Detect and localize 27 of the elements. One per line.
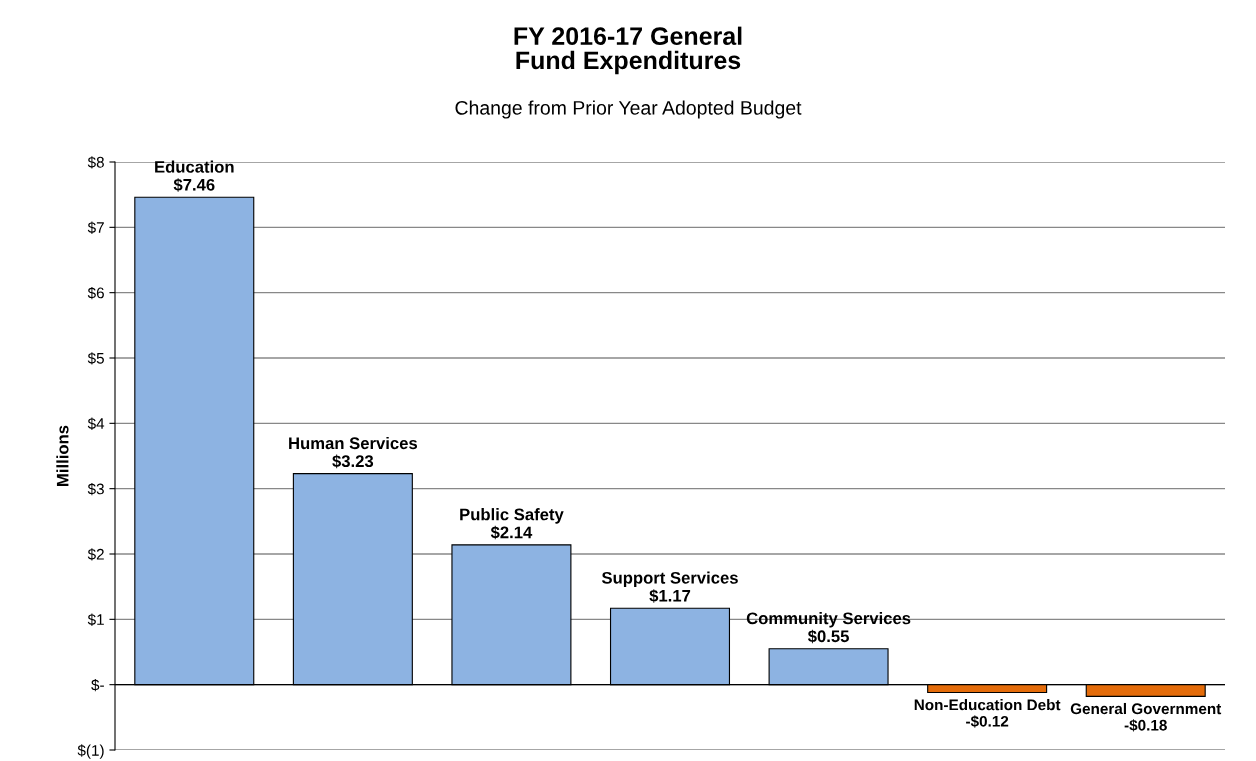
y-tick-label: $4 [87, 417, 105, 430]
data-label: $3.23 [332, 454, 374, 469]
data-label: $1.17 [649, 589, 691, 603]
y-tick-label: $1 [87, 613, 104, 626]
data-label: $7.46 [173, 178, 215, 192]
chart-title: FY 2016-17 General Fund Expenditures [514, 26, 742, 75]
data-label: $2.14 [490, 525, 533, 540]
y-tick-label: $3 [87, 482, 104, 496]
chart-subtitle: Change from Prior Year Adopted Budget [455, 100, 802, 119]
y-tick-label: $2 [87, 548, 104, 561]
x-tick-label: General Government [1070, 702, 1222, 715]
data-label: -$0.18 [1124, 719, 1167, 732]
data-label: -$0.12 [966, 715, 1009, 728]
x-tick-label: Education [155, 160, 234, 173]
data-label: $0.55 [807, 629, 849, 644]
y-tick-label: $8 [87, 156, 104, 169]
y-axis-title: Millions [56, 425, 69, 486]
y-tick-label: $6 [87, 286, 104, 300]
x-tick-label: Community Services [746, 611, 911, 628]
x-tick-label: Public Safety [460, 508, 564, 524]
y-tick-label: $(1) [77, 744, 104, 759]
y-tick-label: $5 [87, 352, 104, 365]
x-tick-label: Support Services [601, 571, 738, 588]
y-tick-label: $7 [87, 221, 104, 234]
x-tick-label: Non-Education Debt [914, 699, 1061, 711]
y-tick-label: $- [91, 678, 104, 692]
x-tick-label: Human Services [289, 436, 418, 450]
